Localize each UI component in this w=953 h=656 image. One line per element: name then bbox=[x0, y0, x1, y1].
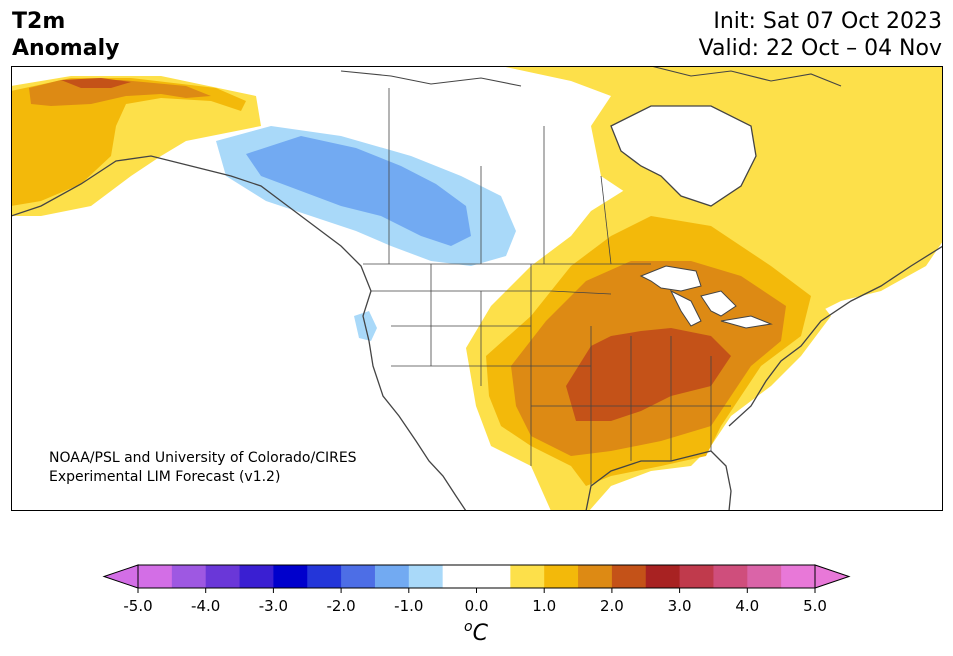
map-frame bbox=[11, 66, 943, 511]
colorbar-tick-label: 1.0 bbox=[532, 597, 556, 615]
alaska-warm-4 bbox=[61, 78, 131, 88]
coastline-east bbox=[728, 245, 943, 427]
init-date: Init: Sat 07 Oct 2023 bbox=[713, 9, 942, 34]
western-canada-cold-2 bbox=[246, 136, 471, 246]
colorbar-segment bbox=[307, 565, 342, 588]
colorbar-ticks: -5.0 -4.0 -3.0 -2.0 -1.0 0.0 1.0 2.0 3.0 4.0 5.0 bbox=[123, 588, 827, 615]
colorbar-tick-label: 3.0 bbox=[668, 597, 692, 615]
colorbar-segment bbox=[239, 565, 274, 588]
great-lakes bbox=[639, 265, 773, 329]
colorbar-tick-label: 2.0 bbox=[600, 597, 624, 615]
hudson-bay bbox=[610, 105, 757, 207]
colorbar-segment bbox=[171, 565, 207, 588]
colorbar-segment bbox=[138, 565, 173, 588]
colorbar-segment bbox=[273, 565, 308, 588]
colorbar-segment bbox=[544, 565, 579, 588]
colorbar-segments bbox=[138, 565, 816, 588]
colorbar-tick-label: -4.0 bbox=[191, 597, 220, 615]
title-variable: T2m bbox=[12, 9, 66, 34]
colorbar-segment bbox=[510, 565, 545, 588]
colorbar-segment bbox=[781, 565, 816, 588]
colorbar-segment bbox=[747, 565, 782, 588]
colorbar-segment bbox=[679, 565, 714, 588]
colorbar-tick-label: -1.0 bbox=[394, 597, 423, 615]
colorbar-segment bbox=[341, 565, 376, 588]
us-warm-4 bbox=[566, 328, 731, 421]
colorbar-over-arrow bbox=[814, 564, 851, 589]
colorbar-tick-label: 0.0 bbox=[465, 597, 489, 615]
colorbar-segment bbox=[476, 565, 511, 588]
colorbar-tick-label: -2.0 bbox=[326, 597, 355, 615]
alaska-warm-3 bbox=[29, 80, 211, 106]
colorbar-unit: oC bbox=[464, 619, 489, 646]
colorbar-unit-prefix: o bbox=[464, 619, 473, 635]
colorbar-segment bbox=[578, 565, 613, 588]
colorbar-segment bbox=[374, 565, 410, 588]
colorbar-segment bbox=[611, 565, 647, 588]
valid-period: Valid: 22 Oct – 04 Nov bbox=[698, 36, 942, 61]
forecast-dates: Init: Sat 07 Oct 2023 Valid: 22 Oct – 04… bbox=[699, 8, 942, 62]
colorbar-tick-label: -5.0 bbox=[123, 597, 152, 615]
title-anomaly: Anomaly bbox=[12, 36, 120, 61]
colorbar-unit-base: C bbox=[473, 621, 489, 646]
colorbar-segment bbox=[645, 565, 681, 588]
political-borders bbox=[363, 88, 731, 486]
arctic-islands bbox=[340, 66, 842, 87]
colorbar-segment bbox=[442, 565, 477, 588]
alaska-warm-2 bbox=[11, 78, 246, 206]
colorbar: -5.0 -4.0 -3.0 -2.0 -1.0 0.0 1.0 2.0 3.0 4.0 5.0 o… bbox=[102, 564, 851, 646]
credit-line-1: NOAA/PSL and University of Colorado/CIRE… bbox=[49, 450, 357, 466]
colorbar-segment bbox=[205, 565, 241, 588]
colorbar-tick-label: 5.0 bbox=[803, 597, 827, 615]
colorbar-tick-label: 4.0 bbox=[735, 597, 759, 615]
colorbar-under-arrow bbox=[102, 564, 139, 589]
map-title: T2m Anomaly bbox=[12, 8, 119, 62]
colorbar-segment bbox=[713, 565, 748, 588]
colorbar-segment bbox=[408, 565, 444, 588]
colorbar-tick-label: -3.0 bbox=[259, 597, 288, 615]
credit-line-2: Experimental LIM Forecast (v1.2) bbox=[49, 469, 280, 485]
anomaly-map: NOAA/PSL and University of Colorado/CIRE… bbox=[11, 66, 943, 511]
coastline-west bbox=[11, 155, 467, 511]
